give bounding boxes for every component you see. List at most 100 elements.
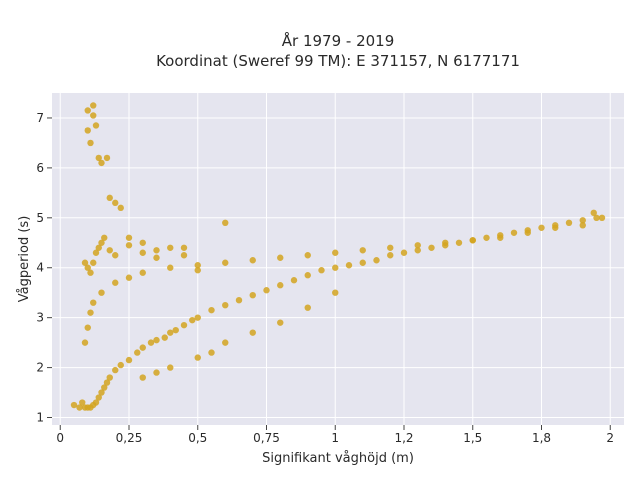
data-point — [112, 199, 119, 207]
y-tick-label: 2 — [36, 361, 44, 375]
data-point — [112, 252, 119, 259]
data-point — [112, 279, 119, 286]
data-point — [497, 234, 504, 241]
data-point — [194, 267, 201, 274]
data-point — [125, 356, 133, 364]
data-point — [95, 394, 102, 401]
data-point — [180, 252, 188, 259]
data-point — [332, 289, 339, 296]
data-points — [70, 102, 606, 411]
y-tick-label: 3 — [36, 311, 44, 325]
data-point — [106, 194, 113, 202]
data-point — [428, 244, 435, 251]
x-tick-label: 1,8 — [532, 431, 551, 445]
data-point — [79, 399, 86, 406]
data-point — [90, 299, 97, 306]
data-point — [84, 127, 91, 134]
data-point — [172, 326, 179, 334]
data-point — [387, 252, 394, 259]
data-point — [194, 314, 201, 321]
data-point — [98, 239, 105, 246]
data-point — [524, 229, 531, 236]
data-point — [249, 329, 256, 336]
data-point — [263, 287, 270, 294]
data-point — [304, 272, 311, 279]
x-tick-label: 0,75 — [253, 431, 280, 445]
y-axis-ticks: 1 2 3 4 5 6 7 — [36, 111, 52, 425]
data-point — [208, 349, 215, 356]
data-point — [414, 242, 421, 249]
y-tick-label: 1 — [36, 411, 44, 425]
data-point — [117, 361, 124, 369]
data-point — [76, 404, 83, 411]
data-point — [565, 219, 573, 227]
y-axis-label: Vågperiod (s) — [17, 216, 32, 303]
data-point — [359, 247, 366, 254]
data-point — [81, 259, 89, 266]
data-point — [95, 244, 102, 251]
data-point — [103, 154, 111, 162]
data-point — [81, 339, 89, 346]
data-point — [95, 154, 102, 162]
data-point — [304, 304, 311, 311]
data-point — [304, 252, 311, 259]
data-point — [70, 401, 78, 409]
data-point — [153, 247, 160, 254]
data-point — [318, 267, 325, 274]
data-point — [147, 339, 155, 346]
data-point — [87, 139, 94, 147]
data-point — [590, 209, 597, 217]
data-point — [125, 242, 133, 249]
data-point — [222, 219, 229, 227]
chart-subtitle: Koordinat (Sweref 99 TM): E 371157, N 61… — [156, 52, 520, 70]
data-point — [106, 247, 113, 254]
x-tick-label: 0,5 — [188, 431, 207, 445]
data-point — [167, 329, 174, 336]
x-tick-label: 1,2 — [394, 431, 413, 445]
data-point — [222, 301, 229, 309]
x-tick-label: 1,5 — [463, 431, 482, 445]
data-point — [249, 257, 256, 264]
data-point — [153, 369, 160, 376]
data-point — [84, 264, 91, 271]
data-point — [90, 102, 97, 109]
data-point — [194, 262, 201, 269]
data-point — [90, 112, 97, 119]
data-point — [442, 239, 449, 246]
data-point — [125, 234, 133, 241]
data-point — [387, 244, 394, 251]
data-point — [139, 249, 146, 256]
data-point — [249, 291, 256, 299]
data-point — [125, 274, 133, 281]
data-point — [87, 309, 94, 316]
data-point — [189, 316, 196, 324]
data-point — [84, 107, 91, 114]
data-point — [373, 257, 380, 264]
data-point — [180, 321, 188, 329]
x-axis-label: Signifikant våghöjd (m) — [262, 451, 414, 466]
data-point — [400, 249, 408, 256]
data-point — [112, 366, 119, 374]
data-point — [101, 384, 108, 391]
data-point — [101, 234, 108, 241]
data-point — [332, 264, 339, 271]
x-tick-label: 0,25 — [116, 431, 143, 445]
data-point — [290, 277, 298, 284]
y-tick-label: 5 — [36, 211, 44, 225]
y-tick-label: 4 — [36, 261, 44, 275]
data-point — [538, 224, 545, 231]
data-point — [552, 224, 559, 231]
data-point — [277, 319, 284, 326]
x-axis-ticks: 0 0,25 0,5 0,75 1 1,2 1,5 1,8 2 — [56, 425, 614, 445]
y-tick-label: 7 — [36, 111, 44, 125]
x-tick-label: 1 — [331, 431, 339, 445]
data-point — [103, 379, 111, 386]
data-point — [139, 374, 146, 381]
data-point — [134, 349, 141, 356]
data-point — [332, 249, 339, 256]
data-point — [167, 244, 174, 251]
data-point — [98, 389, 105, 396]
data-point — [579, 222, 586, 229]
